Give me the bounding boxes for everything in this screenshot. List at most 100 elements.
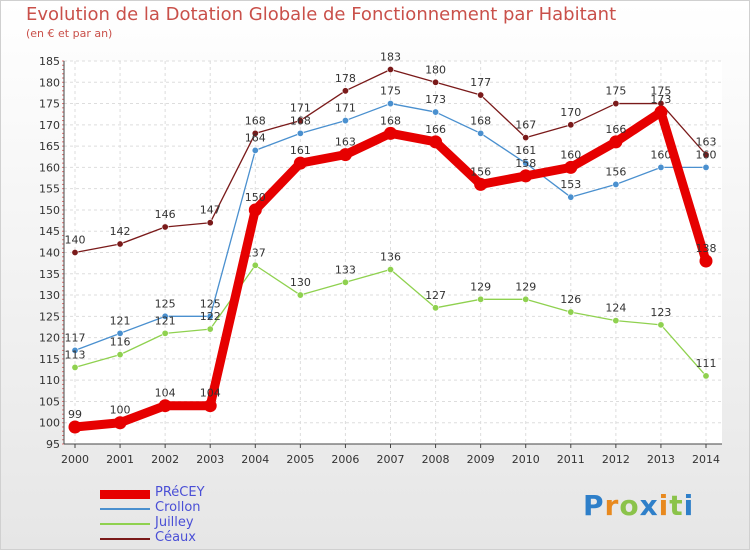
x-tick-label: 2008 (422, 453, 450, 466)
data-label-juilley: 123 (650, 306, 671, 319)
data-point-juilley (477, 295, 485, 303)
data-label-juilley: 136 (380, 251, 401, 264)
data-point-juilley (386, 266, 394, 274)
data-point-crollon (432, 108, 440, 116)
data-point-ceaux (432, 78, 440, 86)
data-label-juilley: 124 (605, 302, 626, 315)
data-label-ceaux: 140 (65, 234, 86, 247)
y-tick-label: 115 (39, 353, 60, 366)
y-tick-label: 180 (39, 76, 60, 89)
chart-subtitle: (en € et par an) (26, 27, 113, 40)
y-tick-label: 95 (46, 438, 60, 451)
data-label-ceaux: 168 (245, 114, 266, 127)
y-tick-label: 170 (39, 119, 60, 132)
data-point-juilley (251, 261, 259, 269)
y-tick-label: 160 (39, 161, 60, 174)
y-tick-label: 145 (39, 225, 60, 238)
data-label-ceaux: 163 (696, 136, 717, 149)
y-tick-label: 140 (39, 247, 60, 260)
data-label-juilley: 113 (65, 348, 86, 361)
data-point-crollon (657, 163, 665, 171)
data-point-ceaux (341, 87, 349, 95)
data-point-crollon (702, 163, 710, 171)
data-point-crollon (567, 193, 575, 201)
y-tick-label: 165 (39, 140, 60, 153)
data-point-crollon (522, 159, 530, 167)
data-label-ceaux: 175 (650, 85, 671, 98)
y-tick-label: 110 (39, 374, 60, 387)
data-label-crollon: 175 (380, 85, 401, 98)
legend-label-juilley: Juilley (155, 515, 194, 530)
y-tick-label: 150 (39, 204, 60, 217)
x-tick-label: 2004 (241, 453, 269, 466)
x-tick-label: 2013 (647, 453, 675, 466)
data-label-juilley: 122 (200, 310, 221, 323)
logo-letter: r (604, 489, 620, 522)
data-point-juilley (71, 363, 79, 371)
data-label-ceaux: 180 (425, 63, 446, 76)
data-point-precey (699, 254, 713, 268)
data-point-crollon (296, 129, 304, 137)
legend-swatch-juilley (100, 522, 150, 525)
data-point-crollon (206, 312, 214, 320)
x-tick-label: 2002 (151, 453, 179, 466)
x-tick-label: 2010 (512, 453, 540, 466)
y-tick-label: 120 (39, 332, 60, 345)
data-label-ceaux: 147 (200, 204, 221, 217)
data-point-juilley (341, 278, 349, 286)
data-point-ceaux (296, 117, 304, 125)
data-point-ceaux (251, 129, 259, 137)
data-label-ceaux: 171 (290, 102, 311, 115)
data-point-crollon (477, 129, 485, 137)
data-label-juilley: 116 (110, 336, 131, 349)
proxiti-logo: Proxiti (583, 489, 694, 522)
data-point-precey (564, 160, 578, 174)
data-point-juilley (432, 304, 440, 312)
data-label-crollon: 121 (110, 314, 131, 327)
data-point-precey (429, 135, 443, 149)
data-point-precey (203, 399, 217, 413)
data-point-precey (113, 416, 127, 430)
data-point-ceaux (116, 240, 124, 248)
y-tick-label: 130 (39, 289, 60, 302)
y-tick-label: 100 (39, 417, 60, 430)
data-point-juilley (612, 317, 620, 325)
data-label-ceaux: 177 (470, 76, 491, 89)
data-point-crollon (612, 180, 620, 188)
data-point-ceaux (567, 121, 575, 129)
data-point-juilley (206, 325, 214, 333)
data-label-precey: 99 (68, 408, 82, 421)
data-point-juilley (161, 329, 169, 337)
data-point-ceaux (71, 249, 79, 257)
data-label-precey: 161 (290, 144, 311, 157)
data-label-ceaux: 175 (605, 85, 626, 98)
data-point-crollon (251, 146, 259, 154)
legend-swatch-ceaux (100, 537, 150, 540)
y-tick-label: 175 (39, 98, 60, 111)
logo-letter: o (619, 489, 640, 522)
data-label-juilley: 130 (290, 276, 311, 289)
data-point-precey (519, 169, 533, 183)
x-tick-label: 2012 (602, 453, 630, 466)
data-label-precey: 158 (515, 157, 536, 170)
data-point-precey (474, 177, 488, 191)
data-label-crollon: 173 (425, 93, 446, 106)
data-label-precey: 166 (425, 123, 446, 136)
legend-label-crollon: Crollon (155, 500, 201, 515)
data-point-precey (158, 399, 172, 413)
data-label-crollon: 125 (155, 297, 176, 310)
data-label-juilley: 133 (335, 263, 356, 276)
x-tick-label: 2009 (467, 453, 495, 466)
chart-legend: PRéCEY Crollon Juilley Céaux (100, 485, 300, 546)
x-tick-label: 2001 (106, 453, 134, 466)
data-label-juilley: 127 (425, 289, 446, 302)
data-point-precey (248, 203, 262, 217)
x-tick-label: 2011 (557, 453, 585, 466)
logo-letter: P (583, 489, 605, 522)
y-tick-label: 125 (39, 310, 60, 323)
data-point-crollon (161, 312, 169, 320)
data-point-crollon (341, 117, 349, 125)
data-point-precey (384, 126, 397, 140)
data-point-juilley (296, 291, 304, 299)
